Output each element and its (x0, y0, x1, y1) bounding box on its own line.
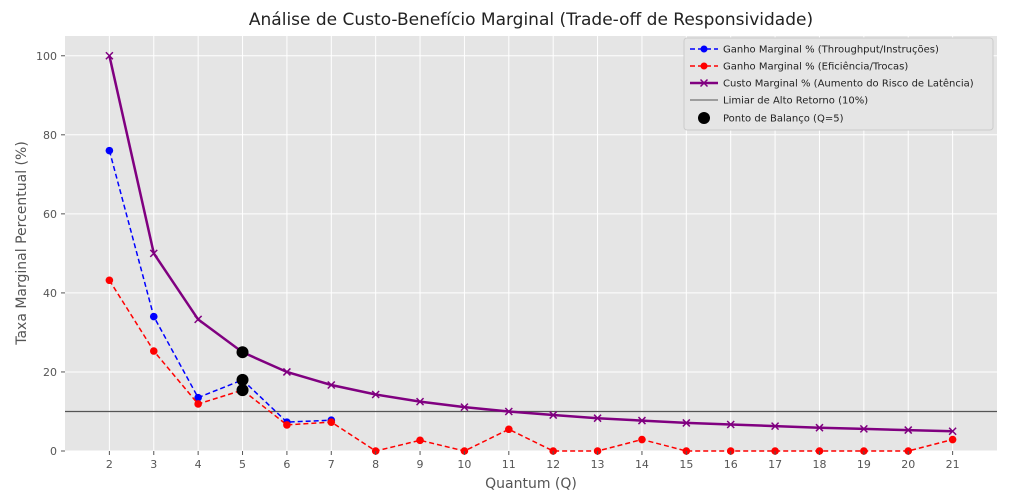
x-tick-label: 19 (857, 458, 871, 471)
data-point-eficiencia (283, 421, 291, 429)
series-line-eficiencia (108, 279, 953, 452)
data-point-custo (149, 249, 158, 258)
x-tick-label: 14 (635, 458, 649, 471)
y-tick-label: 20 (43, 366, 57, 379)
data-point-custo (904, 426, 913, 435)
data-point-custo (194, 315, 203, 324)
data-point-custo (282, 367, 291, 376)
chart-title: Análise de Custo-Benefício Marginal (Tra… (249, 10, 813, 30)
x-tick-label: 12 (546, 458, 560, 471)
data-point-custo (460, 403, 469, 412)
y-tick-label: 60 (43, 208, 57, 221)
x-tick-label: 5 (239, 458, 246, 471)
x-tick-label: 8 (372, 458, 379, 471)
x-tick-label: 13 (591, 458, 605, 471)
x-tick-label: 20 (901, 458, 915, 471)
y-tick-label: 100 (36, 50, 57, 63)
legend-item-threshold: Limiar de Alto Retorno (10%) (690, 96, 868, 107)
data-point-custo (504, 407, 513, 416)
x-tick-label: 7 (328, 458, 335, 471)
legend-label-eficiencia: Ganho Marginal % (Eficiência/Trocas) (723, 61, 908, 73)
legend-box (683, 37, 994, 131)
y-tick-label: 80 (43, 129, 57, 142)
y-axis-label: Taxa Marginal Percentual (%) (14, 141, 30, 346)
legend-item-custo: Custo Marginal % (Aumento do Risco de La… (690, 78, 974, 90)
balance-point (236, 373, 249, 386)
legend-marker-throughput (700, 45, 708, 53)
data-point-eficiencia (416, 436, 424, 445)
data-point-custo (726, 420, 735, 429)
data-point-custo (815, 423, 824, 432)
x-tick-label: 6 (283, 458, 290, 471)
data-point-eficiencia (327, 418, 336, 426)
balance-point (236, 346, 249, 359)
data-point-custo (637, 416, 646, 425)
legend-item-balance: Ponto de Balanço (Q=5) (698, 112, 844, 125)
x-axis-label: Quantum (Q) (485, 476, 577, 492)
y-tick-label: 40 (43, 287, 57, 300)
legend-marker-balance (698, 112, 710, 124)
y-axis-ticks: 0 20 40 60 80 100 (36, 50, 65, 458)
data-point-throughput (149, 312, 158, 321)
data-point-eficiencia (194, 400, 202, 408)
y-tick-label: 0 (50, 445, 57, 458)
data-point-eficiencia (105, 276, 114, 285)
balance-layer (236, 346, 249, 397)
x-tick-label: 9 (417, 458, 424, 471)
x-tick-label: 2 (106, 458, 113, 471)
x-tick-label: 18 (812, 458, 826, 471)
x-axis-ticks: 2 3 4 5 6 7 8 9 10 11 12 13 14 15 16 17 18 19 20 21 (106, 451, 960, 471)
data-point-custo (682, 418, 691, 427)
data-point-custo (416, 397, 425, 406)
x-tick-label: 17 (768, 458, 782, 471)
x-tick-label: 16 (724, 458, 738, 471)
data-point-custo (105, 51, 114, 60)
data-point-custo (549, 411, 558, 420)
x-tick-label: 15 (679, 458, 693, 471)
x-tick-label: 11 (502, 458, 516, 471)
x-tick-label: 21 (946, 458, 960, 471)
data-point-eficiencia (149, 347, 158, 355)
data-point-custo (771, 422, 780, 431)
data-point-custo (593, 414, 602, 423)
data-point-custo (327, 380, 336, 390)
legend-item-throughput: Ganho Marginal % (Throughput/Instruções) (690, 45, 939, 56)
legend-label-balance: Ponto de Balanço (Q=5) (723, 114, 844, 125)
x-tick-label: 3 (150, 458, 157, 471)
legend-label-threshold: Limiar de Alto Retorno (10%) (723, 96, 868, 107)
data-point-throughput (105, 146, 114, 155)
data-point-custo (859, 424, 868, 433)
x-tick-label: 4 (195, 458, 202, 471)
data-point-custo (371, 390, 380, 399)
data-point-custo (948, 427, 957, 436)
data-point-eficiencia (638, 435, 646, 444)
legend-label-custo: Custo Marginal % (Aumento do Risco de La… (723, 78, 974, 90)
series-layer (105, 51, 957, 455)
data-point-eficiencia (505, 425, 513, 434)
series-line-throughput (108, 150, 332, 423)
legend-item-eficiencia: Ganho Marginal % (Eficiência/Trocas) (690, 61, 908, 73)
legend-label-throughput: Ganho Marginal % (Throughput/Instruções) (723, 45, 939, 56)
series-line-custo (108, 55, 953, 433)
x-tick-label: 10 (457, 458, 471, 471)
data-point-eficiencia (948, 435, 957, 444)
data-point-throughput (194, 393, 202, 402)
legend-marker-eficiencia (700, 62, 708, 70)
legend: Ganho Marginal % (Throughput/Instruções)… (683, 37, 994, 131)
legend-marker-custo (699, 78, 709, 88)
balance-point (236, 384, 249, 397)
